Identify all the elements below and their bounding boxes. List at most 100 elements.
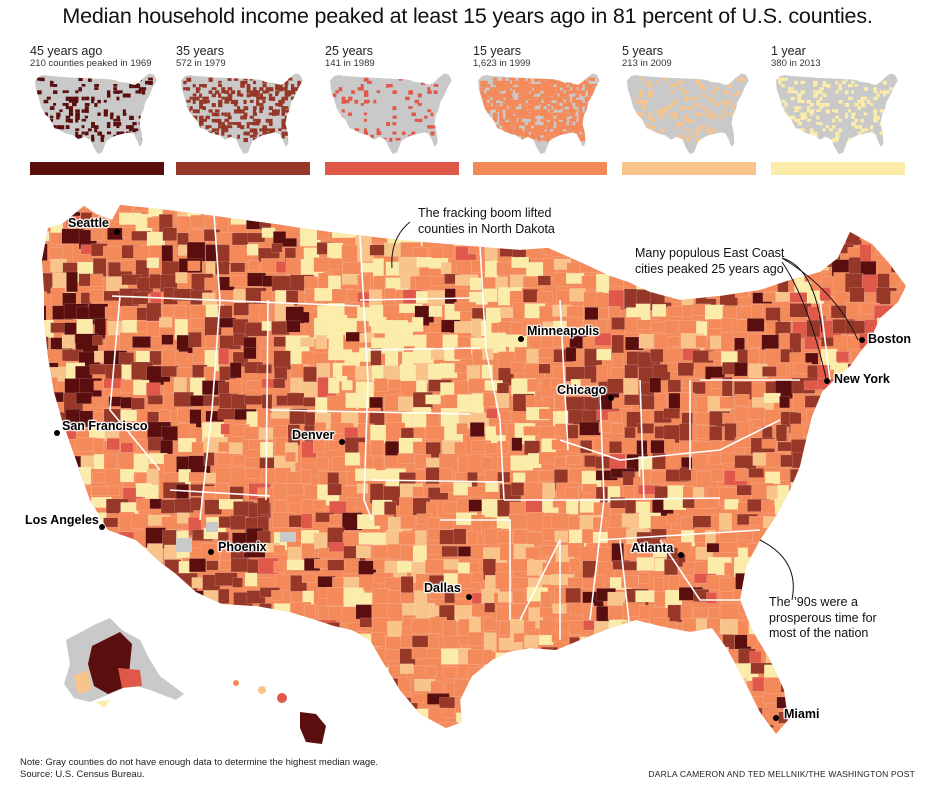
mini-county [75, 128, 80, 131]
county [216, 723, 240, 734]
county [710, 665, 734, 687]
mini-county [508, 90, 513, 94]
mini-county [214, 128, 220, 132]
county [384, 577, 404, 591]
mini-county [565, 109, 569, 113]
city-dots [54, 229, 865, 721]
county [373, 708, 391, 723]
mini-county [281, 118, 286, 122]
county [60, 708, 80, 729]
county [752, 560, 765, 575]
county [119, 604, 140, 621]
county [596, 681, 617, 701]
county [299, 620, 319, 632]
mini-county [284, 96, 289, 101]
county [890, 469, 904, 484]
mini-county [816, 122, 820, 125]
county [542, 482, 556, 500]
mini-county [62, 90, 66, 94]
county [738, 710, 752, 722]
county [472, 393, 485, 414]
county [218, 632, 231, 644]
county [663, 213, 677, 230]
county [149, 617, 173, 636]
county [257, 633, 278, 648]
county [664, 694, 688, 713]
mini-county [281, 99, 285, 104]
county [130, 618, 153, 634]
mini-county [575, 93, 580, 98]
mini-county [221, 96, 225, 100]
legend-label: 25 years [325, 44, 373, 58]
county [752, 212, 776, 232]
county [273, 378, 286, 389]
mini-county [534, 99, 538, 104]
county [233, 333, 245, 346]
mini-county [527, 103, 531, 107]
mini-county [530, 128, 535, 132]
mini-county [499, 93, 503, 98]
county [80, 725, 103, 734]
mini-county [873, 87, 877, 91]
mini-county [281, 131, 285, 136]
county [42, 408, 54, 424]
county [133, 529, 146, 550]
county [636, 632, 659, 644]
county [583, 694, 596, 715]
mini-county [515, 87, 520, 92]
mini-county [221, 122, 225, 127]
county [103, 557, 120, 568]
seattle-dot [114, 229, 120, 235]
mini-county [427, 109, 432, 113]
mini-county [106, 122, 111, 126]
county [178, 590, 190, 611]
county [889, 411, 904, 430]
mini-county [373, 99, 377, 104]
county [486, 408, 498, 419]
county [692, 381, 706, 395]
mini-county [645, 99, 648, 103]
mini-county [360, 103, 364, 106]
mini-county [205, 115, 210, 120]
mini-county [275, 109, 280, 113]
mini-county [806, 106, 811, 109]
mini-county [733, 103, 739, 106]
county [820, 407, 832, 423]
legend-label: 35 years [176, 44, 224, 58]
mini-county [530, 122, 536, 126]
mini-county [290, 90, 296, 95]
county [42, 575, 47, 590]
mini-county [430, 125, 434, 129]
mini-county [657, 109, 662, 113]
county [905, 500, 906, 522]
county [440, 382, 455, 396]
mini-county [271, 112, 276, 116]
mini-county [825, 103, 830, 107]
county [666, 646, 687, 659]
county [103, 453, 117, 471]
county [849, 679, 865, 690]
county [442, 666, 457, 679]
mini-county [351, 90, 356, 94]
county [888, 527, 906, 540]
mini-county [784, 103, 789, 107]
county [79, 529, 101, 551]
county [482, 712, 494, 730]
county [312, 663, 334, 679]
county [889, 273, 901, 287]
county [273, 544, 286, 555]
mini-county [524, 96, 529, 100]
county [677, 362, 694, 377]
county [289, 697, 310, 708]
county [483, 288, 498, 303]
county [410, 693, 425, 704]
county [580, 378, 591, 393]
county [652, 304, 667, 317]
county [779, 205, 794, 218]
mini-county [370, 134, 374, 139]
hawaii-inset [233, 680, 326, 744]
county [902, 452, 906, 474]
county [664, 633, 685, 651]
county [315, 619, 337, 635]
county [192, 621, 210, 641]
